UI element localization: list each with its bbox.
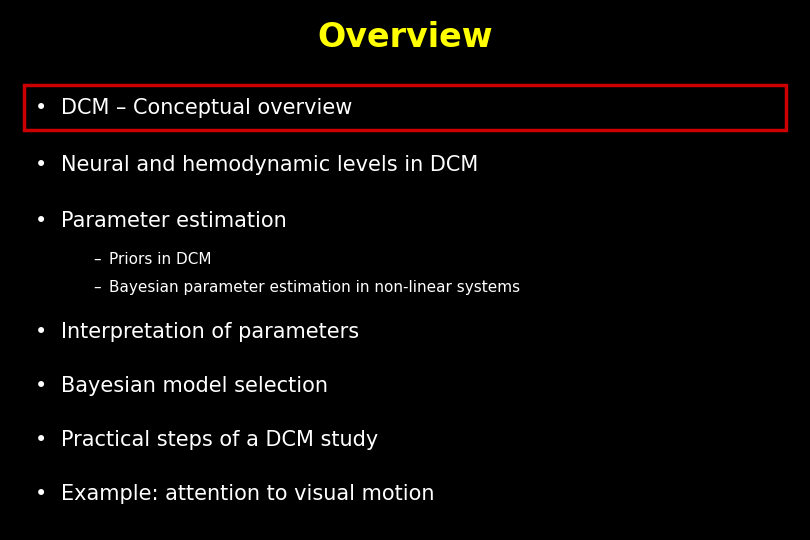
Text: Overview: Overview	[318, 21, 492, 55]
Text: –: –	[93, 252, 100, 267]
Text: •: •	[35, 98, 47, 118]
Text: •: •	[35, 376, 47, 396]
Text: Interpretation of parameters: Interpretation of parameters	[61, 322, 359, 342]
Text: Parameter estimation: Parameter estimation	[61, 211, 287, 232]
Text: Bayesian parameter estimation in non-linear systems: Bayesian parameter estimation in non-lin…	[109, 280, 521, 295]
Text: •: •	[35, 322, 47, 342]
Text: Bayesian model selection: Bayesian model selection	[61, 376, 328, 396]
Text: •: •	[35, 430, 47, 450]
Text: •: •	[35, 211, 47, 232]
Text: Example: attention to visual motion: Example: attention to visual motion	[61, 484, 434, 504]
Text: •: •	[35, 484, 47, 504]
Text: DCM – Conceptual overview: DCM – Conceptual overview	[61, 98, 352, 118]
Text: •: •	[35, 154, 47, 175]
Text: Priors in DCM: Priors in DCM	[109, 252, 212, 267]
Text: Neural and hemodynamic levels in DCM: Neural and hemodynamic levels in DCM	[61, 154, 478, 175]
Text: –: –	[93, 280, 100, 295]
Text: Practical steps of a DCM study: Practical steps of a DCM study	[61, 430, 378, 450]
